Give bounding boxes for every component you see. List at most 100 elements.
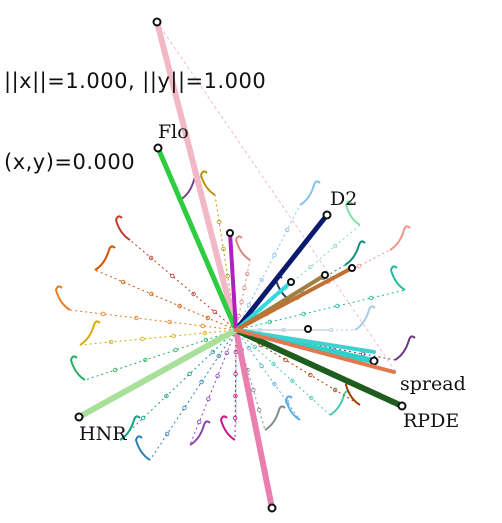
trail-tail <box>299 180 321 206</box>
trail-marker <box>251 387 256 393</box>
trail-tail <box>69 355 86 381</box>
norm-readout: ||x||=1.000, ||y||=1.000 (x,y)=0.000 <box>4 14 266 203</box>
axis-vectors <box>152 17 277 513</box>
trail-marker <box>333 243 338 249</box>
trail-marker <box>335 303 340 309</box>
trail-marker <box>259 277 264 283</box>
norm-line: ||x||=1.000, ||y||=1.000 <box>4 69 267 93</box>
trail-tail <box>344 200 361 226</box>
trail-tail <box>199 170 216 196</box>
flo-label: Flo <box>158 121 189 143</box>
trail-line <box>235 329 301 421</box>
trail-line <box>235 204 301 331</box>
trail-marker <box>329 327 334 333</box>
trail-marker <box>164 431 170 437</box>
y-axis-handle <box>267 503 277 513</box>
variable-vectors: Flo D2 spread RPDE HNR <box>74 121 466 445</box>
trail-tail <box>94 245 116 271</box>
flo-handle[interactable] <box>153 143 163 153</box>
trail-tail <box>264 405 286 431</box>
trail-marker <box>140 336 145 342</box>
trail-marker <box>271 361 276 367</box>
spread-handle[interactable] <box>369 356 379 366</box>
trail-marker <box>205 315 210 321</box>
trail-tail <box>344 240 366 266</box>
d2-label: D2 <box>330 188 357 210</box>
trail-marker <box>212 309 217 315</box>
trail-marker <box>259 363 264 369</box>
trail-tail <box>54 285 71 311</box>
trail-marker <box>170 273 175 279</box>
trail-line <box>129 239 237 331</box>
trail-line <box>94 269 237 331</box>
y-axis-vector <box>233 327 275 511</box>
trail-tail <box>389 225 411 251</box>
spread-label: spread <box>400 373 466 395</box>
trail-marker <box>196 419 202 425</box>
trail-line <box>189 329 237 446</box>
axis-guides <box>156 21 397 373</box>
trail-marker <box>244 271 250 277</box>
trail-tail <box>134 435 151 461</box>
trail-tail <box>234 235 251 261</box>
trail-marker <box>173 347 178 353</box>
trail-marker <box>134 315 139 321</box>
trail-marker <box>167 319 172 325</box>
rpde-handle[interactable] <box>397 401 407 411</box>
trail-tail <box>219 415 236 441</box>
trail-marker <box>290 378 295 384</box>
trail-marker <box>171 333 176 339</box>
trail-line <box>235 329 331 416</box>
trail-marker <box>206 396 211 402</box>
trail-marker <box>333 387 338 393</box>
trail-marker <box>216 353 221 359</box>
trail-marker <box>203 337 208 343</box>
hnr-handle[interactable] <box>74 412 84 422</box>
d2-vector <box>233 212 330 333</box>
trail-marker <box>200 323 205 329</box>
trail-tail <box>284 395 301 421</box>
trail-marker <box>148 255 154 261</box>
flo-vector <box>155 145 239 333</box>
trail-marker <box>233 393 238 399</box>
trail-marker <box>308 372 313 378</box>
trail-marker <box>246 302 251 308</box>
x-axis-vector <box>154 19 239 333</box>
trail-marker <box>120 279 126 285</box>
trail-line <box>149 329 237 461</box>
trail-marker <box>164 393 169 399</box>
trail-marker <box>143 357 148 363</box>
trail-marker <box>233 371 238 377</box>
trail-marker <box>246 345 251 351</box>
trail-marker <box>187 371 192 377</box>
trail-marker <box>281 327 286 333</box>
inner-product-line: (x,y)=0.000 <box>4 150 136 174</box>
trail-marker <box>283 357 288 363</box>
trail-marker <box>257 407 262 413</box>
trail-marker <box>140 415 146 421</box>
trail-marker <box>182 405 187 411</box>
trail-marker <box>252 344 257 350</box>
trail-marker <box>309 395 314 401</box>
trail-marker <box>267 319 272 325</box>
trail-marker <box>191 291 196 297</box>
trail-marker <box>242 285 247 291</box>
trail-marker <box>177 303 182 309</box>
rpde-vector <box>233 327 405 409</box>
trail-line <box>79 329 237 346</box>
trail-line <box>234 329 237 441</box>
hnr-vector <box>76 327 239 420</box>
trail-marker <box>216 219 222 225</box>
trail-line <box>235 329 361 406</box>
trail-marker <box>232 415 238 421</box>
trail-marker <box>369 295 374 301</box>
d2-handle[interactable] <box>322 210 332 220</box>
trail-marker <box>272 252 277 258</box>
trail-marker <box>215 373 220 379</box>
trail-marker <box>202 330 207 336</box>
trail-tail <box>394 335 416 361</box>
trail-marker <box>199 379 204 385</box>
trail-tail <box>79 320 101 346</box>
trail-tail <box>329 390 351 416</box>
